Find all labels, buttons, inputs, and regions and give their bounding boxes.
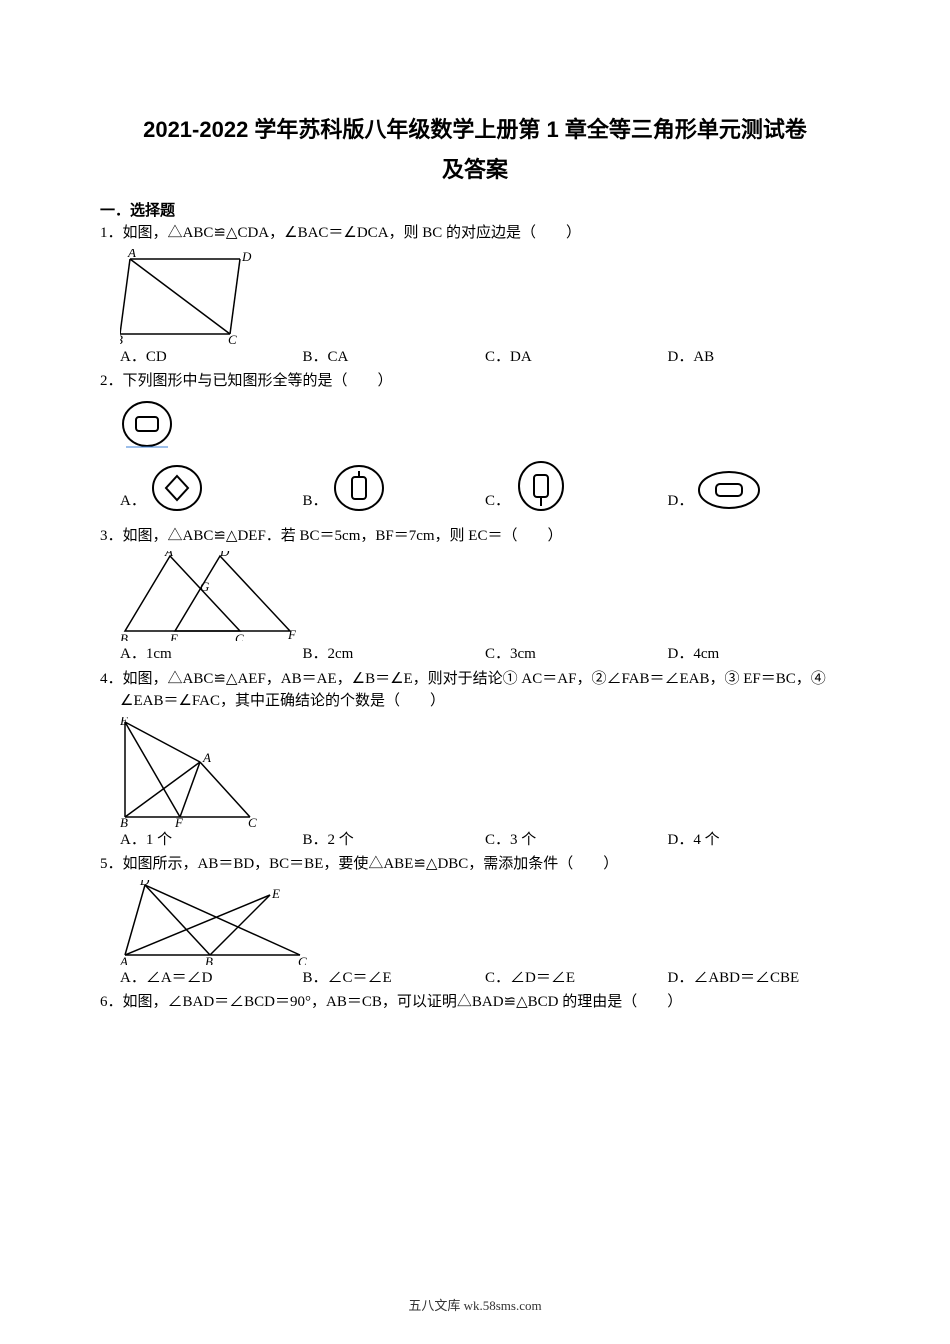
q3-optC: C．3cm [485, 643, 668, 666]
q3-figure: A D G B E C F [120, 551, 850, 641]
svg-text:E: E [271, 886, 280, 901]
q4-text: 4．如图，△ABC≌△AEF，AB＝AE，∠B＝∠E，则对于结论① AC＝AF，… [100, 668, 850, 691]
question-2: 2．下列图形中与已知图形全等的是（ ） A． B． C． [100, 370, 850, 513]
footer-text: 五八文库 wk.58sms.com [0, 1295, 950, 1314]
q2-optC: C． [485, 458, 668, 513]
svg-text:D: D [241, 249, 252, 264]
question-5: 5．如图所示，AB＝BD，BC＝BE，要使△ABE≌△DBC，需添加条件（ ） … [100, 853, 850, 989]
q5-figure: D E A B C [120, 880, 850, 965]
svg-text:B: B [120, 332, 123, 344]
svg-text:D: D [219, 551, 230, 559]
svg-text:E: E [120, 717, 128, 728]
svg-text:C: C [235, 631, 244, 641]
question-3: 3．如图，△ABC≌△DEF．若 BC＝5cm，BF＝7cm，则 EC＝（ ） … [100, 525, 850, 666]
q2-optA: A． [120, 463, 303, 513]
svg-text:B: B [205, 954, 213, 965]
q1-optD: D．AB [668, 346, 851, 369]
svg-text:C: C [228, 332, 237, 344]
q5-optB: B．∠C＝∠E [303, 967, 486, 990]
q4-cont: ∠EAB＝∠FAC，其中正确结论的个数是（ ） [100, 690, 850, 713]
svg-text:A: A [120, 954, 128, 965]
svg-text:A: A [164, 551, 173, 559]
question-1: 1．如图，△ABC≌△CDA，∠BAC＝∠DCA，则 BC 的对应边是（ ） A… [100, 222, 850, 368]
q1-optC: C．DA [485, 346, 668, 369]
q1-optA: A．CD [120, 346, 303, 369]
q3-options: A．1cm B．2cm C．3cm D．4cm [100, 643, 850, 666]
q3-optB: B．2cm [303, 643, 486, 666]
q3-optD: D．4cm [668, 643, 851, 666]
q4-optC: C．3 个 [485, 829, 668, 852]
q2-optB: B． [303, 463, 486, 513]
q4-figure: E A B F C [120, 717, 850, 827]
question-4: 4．如图，△ABC≌△AEF，AB＝AE，∠B＝∠E，则对于结论① AC＝AF，… [100, 668, 850, 852]
svg-text:A: A [202, 750, 211, 765]
question-6: 6．如图，∠BAD＝∠BCD＝90°，AB＝CB，可以证明△BAD≌△BCD 的… [100, 991, 850, 1014]
q5-optA: A．∠A＝∠D [120, 967, 303, 990]
q2-optD: D． [668, 468, 851, 513]
q4-optB: B．2 个 [303, 829, 486, 852]
q4-options: A．1 个 B．2 个 C．3 个 D．4 个 [100, 829, 850, 852]
q1-optB: B．CA [303, 346, 486, 369]
svg-text:G: G [200, 579, 210, 594]
q6-text: 6．如图，∠BAD＝∠BCD＝90°，AB＝CB，可以证明△BAD≌△BCD 的… [100, 991, 850, 1014]
title-line-1: 2021-2022 学年苏科版八年级数学上册第 1 章全等三角形单元测试卷 [100, 110, 850, 150]
svg-text:B: B [120, 631, 128, 641]
svg-text:D: D [139, 880, 150, 888]
svg-text:A: A [127, 249, 136, 260]
q1-options: A．CD B．CA C．DA D．AB [100, 346, 850, 369]
svg-text:F: F [174, 815, 184, 827]
svg-text:C: C [298, 954, 307, 965]
q1-figure: A D B C [120, 249, 850, 344]
svg-text:E: E [169, 631, 178, 641]
q5-options: A．∠A＝∠D B．∠C＝∠E C．∠D＝∠E D．∠ABD＝∠CBE [100, 967, 850, 990]
q5-optD: D．∠ABD＝∠CBE [668, 967, 851, 990]
q1-text: 1．如图，△ABC≌△CDA，∠BAC＝∠DCA，则 BC 的对应边是（ ） [100, 222, 850, 245]
q5-optC: C．∠D＝∠E [485, 967, 668, 990]
q4-optD: D．4 个 [668, 829, 851, 852]
section-header-1: 一．选择题 [100, 199, 850, 220]
q5-text: 5．如图所示，AB＝BD，BC＝BE，要使△ABE≌△DBC，需添加条件（ ） [100, 853, 850, 876]
svg-text:B: B [120, 815, 128, 827]
q3-optA: A．1cm [120, 643, 303, 666]
q3-text: 3．如图，△ABC≌△DEF．若 BC＝5cm，BF＝7cm，则 EC＝（ ） [100, 525, 850, 548]
svg-text:C: C [248, 815, 257, 827]
svg-text:F: F [287, 627, 297, 641]
q2-text: 2．下列图形中与已知图形全等的是（ ） [100, 370, 850, 393]
q4-optA: A．1 个 [120, 829, 303, 852]
q2-given-figure [120, 397, 850, 452]
q2-options: A． B． C． D． [100, 458, 850, 513]
title-line-2: 及答案 [100, 150, 850, 190]
